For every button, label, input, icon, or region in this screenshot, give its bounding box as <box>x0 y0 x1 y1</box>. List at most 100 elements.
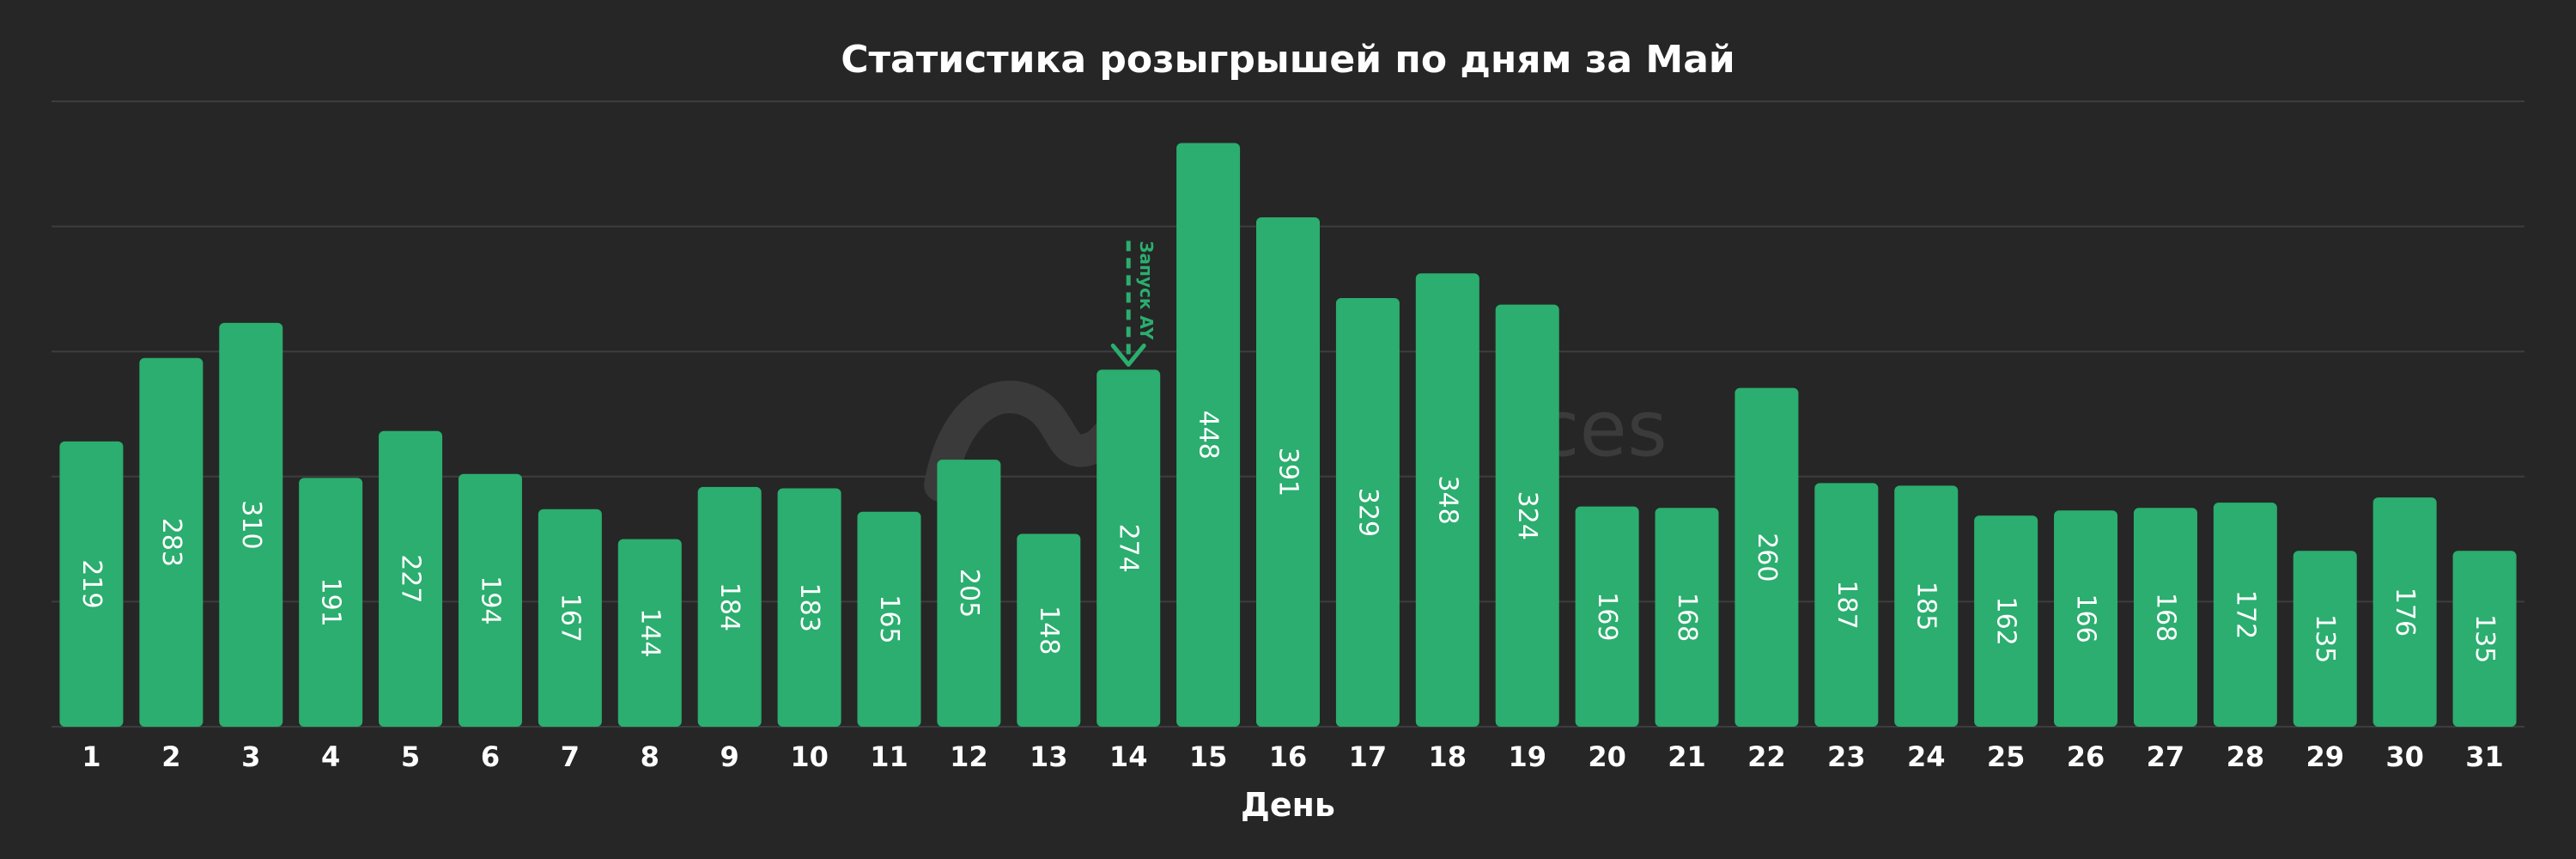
x-tick-label: 22 <box>1747 740 1786 773</box>
bar <box>1415 273 1479 727</box>
x-tick-label: 13 <box>1030 740 1068 773</box>
bar-value-label: 324 <box>1512 491 1542 540</box>
bar <box>1256 216 1320 727</box>
bar-value-label: 274 <box>1114 524 1144 573</box>
bar-value-label: 191 <box>316 578 346 627</box>
bar-value-label: 185 <box>1911 582 1941 631</box>
bar <box>1335 298 1400 727</box>
bar <box>1735 387 1799 727</box>
x-axis-label: День <box>1241 786 1335 824</box>
bar-value-label: 329 <box>1352 488 1382 537</box>
x-tick-label: 18 <box>1429 740 1467 773</box>
bar-value-label: 168 <box>1672 593 1702 642</box>
x-tick-label: 30 <box>2385 740 2424 773</box>
bar <box>538 509 602 727</box>
bar <box>2054 510 2118 727</box>
x-tick-label: 7 <box>561 740 580 773</box>
x-tick-label: 24 <box>1907 740 1946 773</box>
x-tick-label: 29 <box>2306 740 2344 773</box>
annotation: Запуск AY <box>1110 241 1157 367</box>
bar <box>1176 143 1241 728</box>
bar <box>458 473 522 727</box>
x-tick-label: 26 <box>2067 740 2105 773</box>
x-tick-label: 4 <box>321 740 340 773</box>
x-tick-label: 23 <box>1827 740 1866 773</box>
bar <box>1575 506 1639 727</box>
x-tick-label: 27 <box>2147 740 2185 773</box>
bar <box>857 511 921 727</box>
x-tick-label: 14 <box>1109 740 1148 773</box>
bar <box>1974 515 2038 727</box>
bar <box>59 441 124 727</box>
bar <box>2452 551 2517 727</box>
bar-value-label: 135 <box>2310 614 2340 663</box>
bar-value-label: 310 <box>236 500 266 549</box>
bar-value-label: 348 <box>1432 475 1462 524</box>
bar-value-label: 172 <box>2230 590 2260 639</box>
bar-value-label: 219 <box>76 559 106 608</box>
bar <box>697 486 762 727</box>
bar <box>617 539 682 727</box>
x-tick-label: 3 <box>241 740 260 773</box>
x-tick-label: 28 <box>2227 740 2265 773</box>
x-tick-labels: 1 2 3 4 5 6 7 8 9 10 11 12 13 14 15 16 17 18 19 20 21 22 23 24 2… <box>82 740 2503 773</box>
bar-value-label: 187 <box>1832 581 1862 630</box>
bar-value-label: 135 <box>2470 614 2500 663</box>
x-tick-label: 10 <box>790 740 829 773</box>
x-tick-label: 9 <box>720 740 739 773</box>
bar <box>937 460 1001 727</box>
bar-value-labels: 219 283 310 191 227 194 167 144 184 183 165 205 148 2… <box>76 411 2500 664</box>
annotation-label: Запуск AY <box>1136 241 1157 340</box>
x-tick-label: 5 <box>401 740 420 773</box>
bar-value-label: 227 <box>396 554 426 603</box>
bar-value-label: 148 <box>1034 606 1064 655</box>
bar-value-label: 176 <box>2390 588 2420 637</box>
bar <box>1017 533 1081 727</box>
chart-title: Статистика розыгрышей по дням за Май <box>841 38 1735 82</box>
x-tick-label: 15 <box>1189 740 1228 773</box>
bar-value-label: 391 <box>1273 448 1303 497</box>
bars <box>59 143 2517 728</box>
bar-value-label: 162 <box>1991 597 2021 646</box>
bar <box>2133 508 2197 727</box>
bar-value-label: 448 <box>1194 411 1224 460</box>
bar <box>2372 497 2437 727</box>
bar <box>777 488 841 727</box>
x-tick-label: 17 <box>1349 740 1388 773</box>
x-tick-label: 25 <box>1987 740 2026 773</box>
bar-value-label: 167 <box>555 594 585 643</box>
bar-value-label: 260 <box>1752 533 1782 582</box>
bar-value-label: 144 <box>635 608 665 657</box>
bar <box>1655 508 1719 727</box>
x-tick-label: 1 <box>82 740 100 773</box>
bar <box>379 430 443 727</box>
bar <box>139 357 204 727</box>
bar-value-label: 194 <box>475 576 505 624</box>
bar-value-label: 283 <box>156 518 186 567</box>
bar-value-label: 165 <box>874 594 904 643</box>
bar <box>1814 483 1879 727</box>
x-tick-label: 20 <box>1588 740 1626 773</box>
bar <box>2293 551 2357 727</box>
x-tick-label: 11 <box>870 740 908 773</box>
x-tick-label: 21 <box>1668 740 1706 773</box>
annotation-arrow-icon <box>1110 343 1146 367</box>
x-tick-label: 12 <box>950 740 988 773</box>
x-tick-label: 8 <box>641 740 659 773</box>
bar <box>1495 304 1559 727</box>
bar-value-label: 168 <box>2150 593 2180 642</box>
bar <box>299 478 363 727</box>
bar-value-label: 183 <box>794 583 824 632</box>
x-tick-label: 2 <box>161 740 180 773</box>
x-tick-label: 6 <box>481 740 500 773</box>
bar <box>219 322 283 727</box>
bar-value-label: 184 <box>714 582 744 631</box>
x-tick-label: 16 <box>1269 740 1308 773</box>
bar-value-label: 169 <box>1592 592 1622 641</box>
bar-value-label: 205 <box>954 569 984 618</box>
x-tick-label: 31 <box>2465 740 2504 773</box>
bar <box>1097 369 1161 727</box>
bar <box>1894 485 1959 727</box>
